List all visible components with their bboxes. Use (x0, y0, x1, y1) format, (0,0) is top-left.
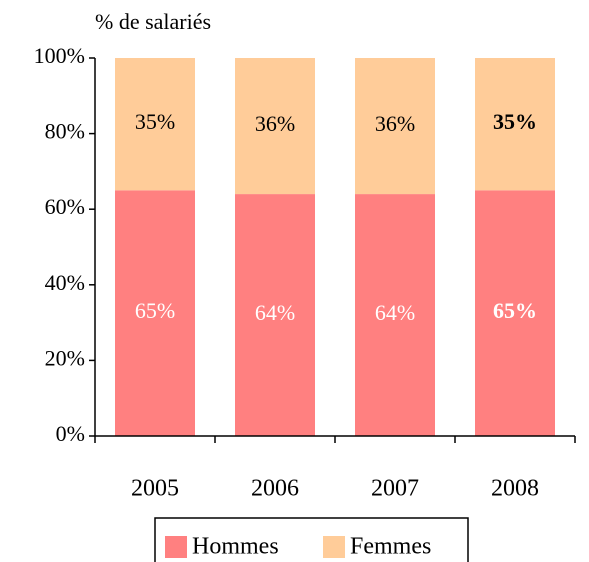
value-label: 64% (255, 300, 295, 325)
y-tick-label: 80% (45, 119, 85, 144)
legend-label: Hommes (192, 534, 279, 560)
x-tick-label: 2006 (251, 476, 299, 502)
value-label: 65% (135, 298, 175, 323)
value-label: 36% (375, 111, 415, 136)
y-tick-label: 100% (34, 43, 85, 68)
value-label: 65% (493, 298, 537, 323)
legend-box (154, 517, 469, 562)
y-tick-label: 20% (45, 345, 85, 370)
bar-segment (475, 58, 555, 191)
bar-segment (235, 58, 315, 195)
x-tick-label: 2007 (371, 476, 419, 502)
y-axis-label: % de salariés (95, 9, 211, 34)
value-label: 64% (375, 300, 415, 325)
value-label: 35% (135, 109, 175, 134)
bar-segment (355, 58, 435, 195)
legend-swatch (165, 536, 187, 558)
bar-segment (355, 194, 435, 436)
value-label: 35% (493, 109, 537, 134)
legend-label: Femmes (350, 534, 431, 560)
y-tick-label: 60% (45, 194, 85, 219)
y-tick-label: 0% (56, 421, 85, 446)
bar-segment (115, 58, 195, 191)
value-label: 36% (255, 111, 295, 136)
x-tick-label: 2005 (131, 476, 179, 502)
y-tick-label: 40% (45, 270, 85, 295)
bar-segment (475, 190, 555, 436)
legend: Hommes Femmes (154, 517, 469, 562)
bar-segment (235, 194, 315, 436)
legend-swatch (323, 536, 345, 558)
x-tick-label: 2008 (491, 476, 539, 502)
bar-segment (115, 190, 195, 436)
